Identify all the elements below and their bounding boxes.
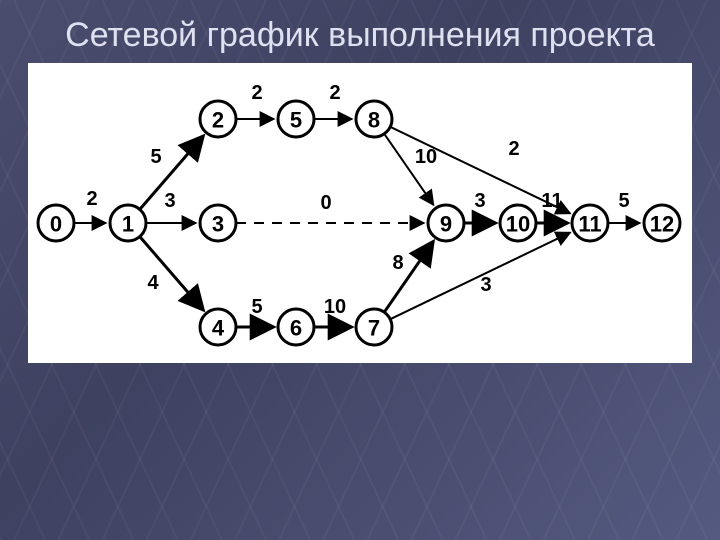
node-label-10: 10 bbox=[506, 212, 530, 237]
node-label-1: 1 bbox=[122, 212, 134, 237]
edge-label-11-12: 5 bbox=[618, 190, 629, 212]
edge-label-7-9: 8 bbox=[392, 252, 403, 274]
network-diagram: 25342052108310231150123456789101112 bbox=[28, 63, 692, 363]
edge-label-2-5: 2 bbox=[251, 82, 262, 104]
edge-label-4-6: 5 bbox=[251, 296, 262, 318]
diagram-panel: 25342052108310231150123456789101112 bbox=[28, 63, 692, 363]
node-label-2: 2 bbox=[212, 108, 224, 133]
node-label-4: 4 bbox=[212, 316, 225, 341]
edge-label-5-8: 2 bbox=[329, 82, 340, 104]
edge-label-3-9: 0 bbox=[320, 192, 331, 214]
edge-label-6-7: 10 bbox=[324, 296, 346, 318]
node-label-5: 5 bbox=[290, 108, 302, 133]
edge-label-1-3: 3 bbox=[164, 190, 175, 212]
edge-label-1-2: 5 bbox=[150, 146, 161, 168]
node-label-0: 0 bbox=[50, 212, 62, 237]
edge-label-8-9: 10 bbox=[415, 146, 437, 168]
edge-label-1-4: 4 bbox=[147, 272, 159, 294]
edge-label-0-1: 2 bbox=[86, 188, 97, 210]
node-label-11: 11 bbox=[578, 212, 601, 237]
slide-title: Сетевой график выполнения проекта bbox=[0, 0, 720, 63]
node-label-12: 12 bbox=[650, 212, 674, 237]
node-label-8: 8 bbox=[368, 108, 380, 133]
edge-label-8-11: 2 bbox=[508, 138, 519, 160]
edge-label-9-10: 3 bbox=[474, 190, 485, 212]
edge-label-10-11: 11 bbox=[541, 190, 562, 212]
node-label-7: 7 bbox=[368, 316, 380, 341]
edge-label-7-11: 3 bbox=[480, 274, 491, 296]
node-label-6: 6 bbox=[290, 316, 302, 341]
node-label-9: 9 bbox=[440, 212, 452, 237]
node-label-3: 3 bbox=[212, 212, 224, 237]
